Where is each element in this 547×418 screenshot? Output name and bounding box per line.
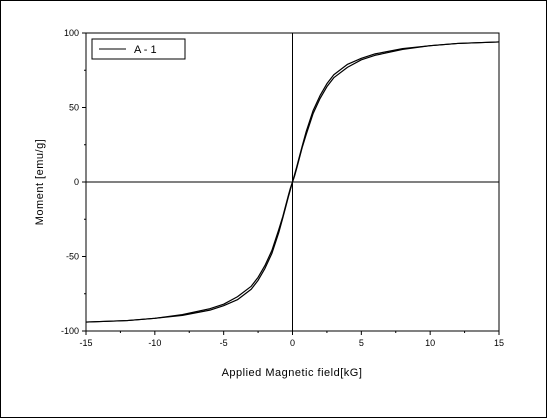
x-tick-label: -5	[220, 338, 228, 348]
y-axis-title: Moment [emu/g]	[34, 139, 46, 225]
x-tick-label: 10	[425, 338, 435, 348]
legend-label-a1: A - 1	[134, 44, 157, 56]
y-tick-label: 100	[64, 28, 79, 38]
y-tick-label: 0	[74, 177, 79, 187]
x-tick-label: -10	[148, 338, 161, 348]
x-axis-title: Applied Magnetic field[kG]	[222, 367, 363, 379]
legend: A - 1	[91, 38, 186, 60]
y-tick-label: -100	[61, 326, 79, 336]
x-tick-label: 15	[494, 338, 504, 348]
series-line-a1-branch-ascending	[85, 41, 500, 323]
x-tick-label: 5	[359, 338, 364, 348]
legend-box	[91, 38, 186, 60]
y-tick-label: -50	[66, 252, 79, 262]
y-tick-label: 50	[69, 103, 79, 113]
x-tick-label: 0	[290, 338, 295, 348]
x-tick-label: -15	[79, 338, 92, 348]
